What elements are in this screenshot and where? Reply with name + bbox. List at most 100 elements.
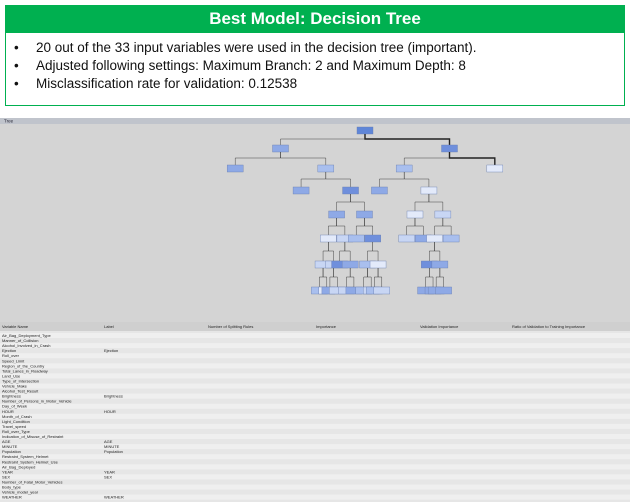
variable-name: Vehicle_model_year bbox=[2, 490, 39, 495]
tree-node bbox=[317, 164, 335, 173]
variable-label: YEAR bbox=[104, 469, 115, 474]
table-header bbox=[0, 322, 630, 331]
tree-node bbox=[342, 186, 359, 195]
tree-node bbox=[292, 186, 310, 195]
variable-name: Speed_Limit bbox=[2, 358, 25, 363]
variable-label: Brightness bbox=[104, 394, 123, 399]
tree-node bbox=[341, 260, 359, 269]
tree-node bbox=[371, 186, 388, 195]
column-header: Variable Name bbox=[2, 324, 29, 329]
tree-node bbox=[442, 234, 460, 243]
tree-edge bbox=[325, 172, 351, 187]
tree-edge bbox=[364, 218, 373, 235]
variable-name: Light_Condition bbox=[2, 419, 30, 424]
row-band bbox=[0, 454, 630, 460]
row-band bbox=[0, 373, 630, 379]
tree-edge bbox=[336, 218, 346, 235]
column-header: Number of Splitting Rules bbox=[208, 324, 253, 329]
variable-name: AGE bbox=[2, 439, 11, 444]
row-band bbox=[0, 403, 630, 409]
variable-label: WEATHER bbox=[104, 495, 124, 500]
tree-edge bbox=[349, 268, 355, 287]
tree-node bbox=[398, 234, 415, 243]
tree-node bbox=[356, 210, 373, 219]
variable-name: HOUR bbox=[2, 409, 14, 414]
row-band bbox=[0, 333, 630, 339]
tree-edge bbox=[434, 242, 441, 261]
row-band bbox=[0, 464, 630, 470]
variable-name: SEX bbox=[2, 474, 10, 479]
variable-name: Population bbox=[2, 449, 21, 454]
variable-label: HOUR bbox=[104, 409, 116, 414]
table: Variable Name Label Number of Splitting Ru… bbox=[0, 324, 630, 500]
column-header: Label bbox=[104, 324, 114, 329]
tree-node bbox=[431, 260, 449, 269]
row-band bbox=[0, 484, 630, 490]
tree-node bbox=[373, 286, 390, 295]
tree-edge bbox=[442, 218, 452, 235]
variable-name: Land_Use bbox=[2, 373, 21, 378]
tree-edge bbox=[333, 268, 338, 287]
tree-edge bbox=[372, 242, 379, 261]
tree-edge bbox=[377, 268, 382, 287]
row-band bbox=[0, 474, 630, 480]
variable-name: Body_type bbox=[2, 485, 22, 490]
tree-node bbox=[369, 260, 387, 269]
variable-label: AGE bbox=[104, 439, 113, 444]
bullet: Adjusted following settings: Maximum Bra… bbox=[14, 57, 624, 75]
tree-edge bbox=[367, 268, 372, 287]
tree-edge bbox=[322, 268, 327, 287]
variable-name: Total_Lanes_in_Roadway bbox=[2, 368, 48, 373]
variable-name: Manner_of_Collision bbox=[2, 338, 38, 343]
variable-name: Day_of_Week bbox=[2, 404, 27, 409]
tree-edge bbox=[414, 218, 424, 235]
variable-name: Region_of_the_Country bbox=[2, 363, 44, 368]
row-band bbox=[0, 444, 630, 450]
variable-name: Type_of_Intersection bbox=[2, 378, 39, 383]
row-band bbox=[0, 423, 630, 429]
variable-name: Alcohol_Involved_in_Crash bbox=[2, 343, 50, 348]
variable-name: Roll_over_Type bbox=[2, 429, 31, 434]
tree-node bbox=[328, 210, 345, 219]
variable-name: YEAR bbox=[2, 469, 13, 474]
bullet-list: 20 out of the 33 input variables were us… bbox=[6, 33, 624, 93]
screenshot: Tree Variable Name Label Number of Splitti… bbox=[0, 118, 630, 502]
row-band bbox=[0, 494, 630, 500]
tree-edge bbox=[364, 134, 451, 145]
variable-name: Air_Bag_Deployed bbox=[2, 464, 35, 469]
bullet: 20 out of the 33 input variables were us… bbox=[14, 39, 624, 57]
variable-name: WEATHER bbox=[2, 495, 22, 500]
variable-name: Restraint_System_Helmet bbox=[2, 454, 49, 459]
variable-name: Number_of_Persons_in_Motor_Vehicle bbox=[2, 399, 72, 404]
tree-node bbox=[441, 144, 458, 153]
tree-node bbox=[272, 144, 289, 153]
variable-name: Roll_over bbox=[2, 353, 20, 358]
row-band bbox=[0, 434, 630, 440]
tree-edge bbox=[344, 242, 351, 261]
tree-node bbox=[406, 210, 424, 219]
tree-node bbox=[348, 234, 365, 243]
variable-name: Alcohol_Test_Result bbox=[2, 389, 39, 394]
variable-label: Ejection bbox=[104, 348, 118, 353]
variable-label: SEX bbox=[104, 474, 112, 479]
variable-name: Travel_speed bbox=[2, 424, 26, 429]
variable-name: Restraint_System_Helmet_Use bbox=[2, 459, 59, 464]
variable-name: Month_of_Crash bbox=[2, 414, 32, 419]
tree-edge bbox=[429, 268, 434, 287]
tree-node bbox=[435, 286, 452, 295]
tree-edge bbox=[439, 268, 444, 287]
column-header: Importance bbox=[316, 324, 337, 329]
tree-edge bbox=[403, 172, 430, 187]
bullet-box: 20 out of the 33 input variables were us… bbox=[5, 33, 625, 106]
variable-name: Air_Bag_Deployment_Type bbox=[2, 333, 51, 338]
row-band bbox=[0, 413, 630, 419]
tree-node bbox=[395, 164, 413, 173]
tree-node bbox=[364, 234, 381, 243]
tree-node bbox=[486, 164, 504, 173]
tree-node bbox=[420, 186, 438, 195]
variable-name: Indication_of_Misuse_of_Restraint bbox=[2, 434, 64, 439]
window-bar bbox=[0, 118, 630, 124]
variable-label: MINUTE bbox=[104, 444, 120, 449]
tree-edge bbox=[328, 242, 334, 261]
tree-node bbox=[320, 234, 337, 243]
